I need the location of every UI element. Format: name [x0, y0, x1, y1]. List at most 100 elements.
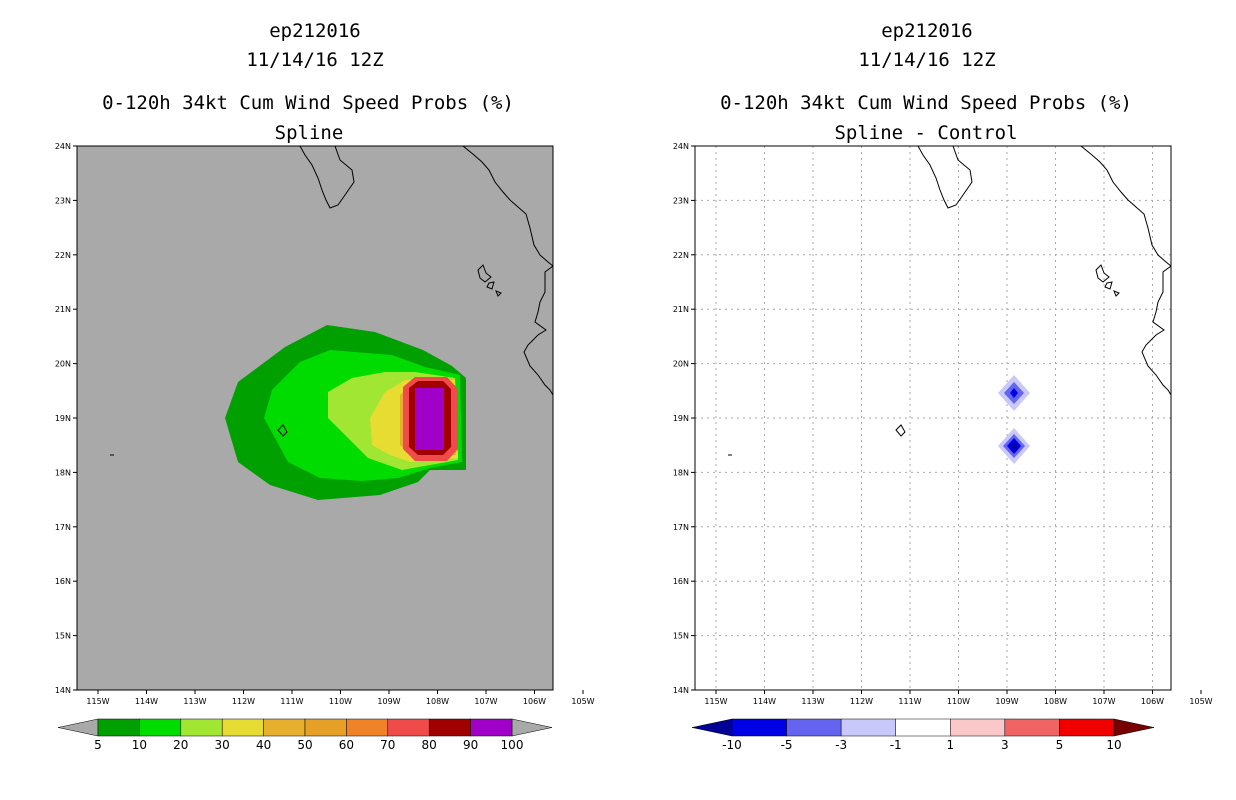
left-lon-label: 106W: [523, 697, 546, 706]
left-lat-label: 16N: [55, 577, 71, 586]
left-colorbar-swatch: [180, 718, 223, 737]
right-lat-label: 19N: [673, 414, 689, 423]
right-lon-label: 109W: [995, 697, 1018, 706]
right-colorbar-swatch: [895, 718, 951, 737]
left-colorbar-over-arrow: [511, 718, 553, 737]
left-lon-label: 109W: [377, 697, 400, 706]
right-lon-label: 107W: [1092, 697, 1115, 706]
island-socorro: [895, 424, 906, 437]
right-lat-label: 15N: [673, 632, 689, 641]
left-lon-label: 112W: [232, 697, 255, 706]
right-panel: ep212016 11/14/16 12Z 0-120h 34kt Cum Wi…: [673, 20, 1213, 752]
left-colorbar-swatch: [470, 718, 513, 737]
left-lon-label: 108W: [426, 697, 449, 706]
contour-90: [415, 388, 444, 450]
right-lat-label: 22N: [673, 251, 689, 260]
left-colorbar-label: 70: [380, 738, 395, 752]
right-colorbar-label: 5: [1056, 738, 1064, 752]
right-colorbar-label: -5: [781, 738, 793, 752]
left-colorbar-label: 90: [463, 738, 478, 752]
right-map-background: [695, 146, 1171, 690]
right-lat-label: 14N: [673, 686, 689, 695]
right-lat-label: 20N: [673, 360, 689, 369]
left-colorbar-label: 60: [339, 738, 354, 752]
island-socorro: [277, 424, 288, 437]
left-colorbar-swatch: [304, 718, 347, 737]
left-lat-label: 14N: [55, 686, 71, 695]
left-colorbar-label: 50: [297, 738, 312, 752]
right-colorbar-swatch: [950, 718, 1006, 737]
right-colorbar-swatch: [731, 718, 787, 737]
right-colorbar-label: 3: [1001, 738, 1009, 752]
right-gridlines: [695, 146, 1171, 690]
left-colorbar-swatch: [139, 718, 182, 737]
left-lat-label: 20N: [55, 360, 71, 369]
coastline: [728, 146, 1171, 456]
left-lat-label: 18N: [55, 468, 71, 477]
left-lat-label: 19N: [55, 414, 71, 423]
left-colorbar-swatch: [346, 718, 389, 737]
left-colorbar-label: 100: [501, 738, 524, 752]
difference-feature-south: [998, 428, 1030, 464]
right-lat-label: 21N: [673, 305, 689, 314]
right-colorbar-label: -1: [890, 738, 902, 752]
right-lon-label: 114W: [753, 697, 776, 706]
left-lon-label: 115W: [86, 697, 109, 706]
left-title-date: 11/14/16 12Z: [246, 49, 383, 71]
left-colorbar-swatch: [263, 718, 306, 737]
right-lon-label: 113W: [801, 697, 824, 706]
coastline: [110, 146, 553, 456]
left-lat-label: 24N: [55, 142, 71, 151]
difference-feature-north: [998, 375, 1030, 411]
right-title-method: Spline - Control: [834, 122, 1017, 144]
left-lon-label: 110W: [329, 697, 352, 706]
right-title-storm: ep212016: [881, 20, 973, 42]
right-colorbar-swatch: [1004, 718, 1060, 737]
right-colorbar-swatch: [840, 718, 896, 737]
left-colorbar-label: 20: [173, 738, 188, 752]
left-lon-label: 111W: [280, 697, 303, 706]
left-lat-label: 17N: [55, 523, 71, 532]
right-colorbar: -10 -5 -3 -1 1 3 5 10: [691, 718, 1155, 752]
left-lat-label: 23N: [55, 196, 71, 205]
left-colorbar-label: 10: [132, 738, 147, 752]
right-title-date: 11/14/16 12Z: [858, 49, 995, 71]
right-colorbar-swatch: [786, 718, 842, 737]
right-colorbar-over-arrow: [1113, 718, 1155, 737]
left-colorbar-under-arrow: [57, 718, 99, 737]
right-lon-label: 106W: [1141, 697, 1164, 706]
right-lon-label: 112W: [850, 697, 873, 706]
difference-field: [998, 375, 1030, 464]
right-lat-label: 17N: [673, 523, 689, 532]
left-colorbar-swatch: [97, 718, 140, 737]
right-colorbar-label: 10: [1106, 738, 1121, 752]
right-lon-label: 115W: [704, 697, 727, 706]
left-colorbar-swatch: [428, 718, 471, 737]
right-lat-label: 18N: [673, 468, 689, 477]
right-lat-label: 23N: [673, 196, 689, 205]
right-title-product: 0-120h 34kt Cum Wind Speed Probs (%): [720, 92, 1132, 114]
right-colorbar-label: 1: [946, 738, 954, 752]
left-lon-label: 107W: [474, 697, 497, 706]
right-map-frame: 14N 15N 16N 17N 18N 19N 20N 21N 22N 23N 24N 115W 114…: [673, 142, 1213, 706]
right-colorbar-label: -10: [722, 738, 742, 752]
left-colorbar-label: 5: [94, 738, 102, 752]
left-title-storm: ep212016: [269, 20, 361, 42]
left-map-frame: 14N 15N 16N 17N 18N 19N 20N 21N 22N 23N 24N 115W 114…: [55, 142, 595, 706]
right-colorbar-label: -3: [835, 738, 847, 752]
right-lat-label: 24N: [673, 142, 689, 151]
left-title-product: 0-120h 34kt Cum Wind Speed Probs (%): [102, 92, 514, 114]
right-lat-label: 16N: [673, 577, 689, 586]
left-lat-label: 22N: [55, 251, 71, 260]
right-colorbar-swatch: [1059, 718, 1115, 737]
left-colorbar-label: 30: [215, 738, 230, 752]
left-lon-label: 105W: [571, 697, 594, 706]
left-colorbar-label: 40: [256, 738, 271, 752]
right-lon-label: 105W: [1189, 697, 1212, 706]
right-axes: 14N 15N 16N 17N 18N 19N 20N 21N 22N 23N 24N 115W 114…: [673, 142, 1213, 706]
left-lon-label: 114W: [135, 697, 158, 706]
left-title-method: Spline: [275, 122, 344, 144]
left-panel: ep212016 11/14/16 12Z 0-120h 34kt Cum Wi…: [55, 20, 595, 752]
right-lon-label: 108W: [1044, 697, 1067, 706]
right-lon-label: 110W: [947, 697, 970, 706]
